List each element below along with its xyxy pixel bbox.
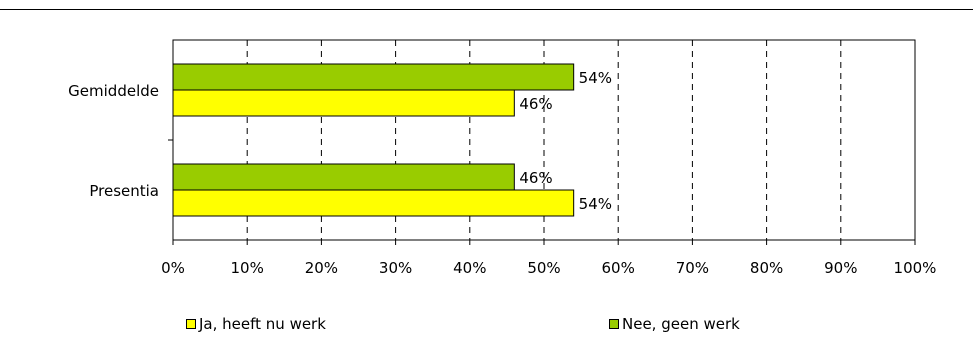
- x-tick-label: 70%: [676, 259, 709, 277]
- category-label: Gemiddelde: [68, 82, 159, 100]
- x-tick-label: 10%: [231, 259, 264, 277]
- data-label: 54%: [579, 195, 612, 213]
- legend-item-ja: Ja, heeft nu werk: [186, 315, 326, 333]
- legend-swatch-nee: [609, 319, 619, 329]
- bar: [172, 63, 575, 91]
- x-tick-label: 90%: [824, 259, 857, 277]
- x-tick-label: 30%: [379, 259, 412, 277]
- x-tick-label: 60%: [602, 259, 635, 277]
- legend-label-ja: Ja, heeft nu werk: [199, 315, 326, 333]
- legend-swatch-ja: [186, 319, 196, 329]
- legend-item-nee: Nee, geen werk: [609, 315, 740, 333]
- x-tick-label: 0%: [161, 259, 185, 277]
- bar: [172, 89, 515, 117]
- data-label: 46%: [519, 169, 552, 187]
- x-tick-label: 20%: [305, 259, 338, 277]
- bar: [172, 189, 575, 217]
- legend-label-nee: Nee, geen werk: [622, 315, 740, 333]
- data-label: 46%: [519, 95, 552, 113]
- top-rule: [0, 9, 973, 10]
- data-label: 54%: [579, 69, 612, 87]
- x-tick-label: 100%: [894, 259, 937, 277]
- x-tick-label: 40%: [453, 259, 486, 277]
- category-label: Presentia: [89, 182, 159, 200]
- x-tick-label: 80%: [750, 259, 783, 277]
- bar: [172, 163, 515, 191]
- x-tick-label: 50%: [527, 259, 560, 277]
